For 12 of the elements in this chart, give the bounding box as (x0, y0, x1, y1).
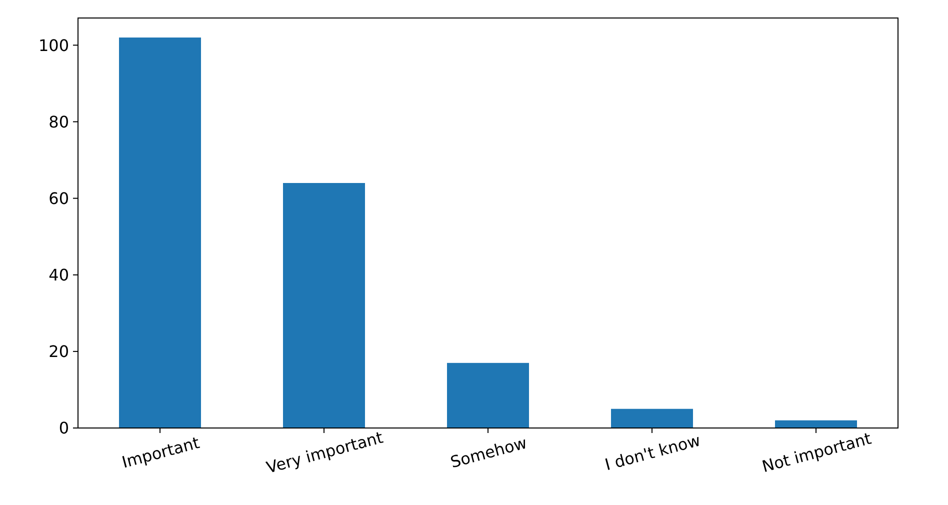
x-tick-label: I don't know (602, 430, 702, 474)
bar (283, 182, 365, 428)
bar (447, 362, 529, 428)
y-tick-label: 20 (48, 342, 69, 362)
bar (119, 38, 201, 428)
y-tick-label: 0 (58, 418, 69, 438)
y-tick-label: 40 (48, 265, 69, 284)
y-tick-label: 60 (48, 188, 69, 208)
bar (775, 420, 857, 428)
y-tick-label: 100 (38, 36, 69, 55)
y-tick-label: 80 (48, 112, 69, 132)
bar (611, 408, 693, 428)
